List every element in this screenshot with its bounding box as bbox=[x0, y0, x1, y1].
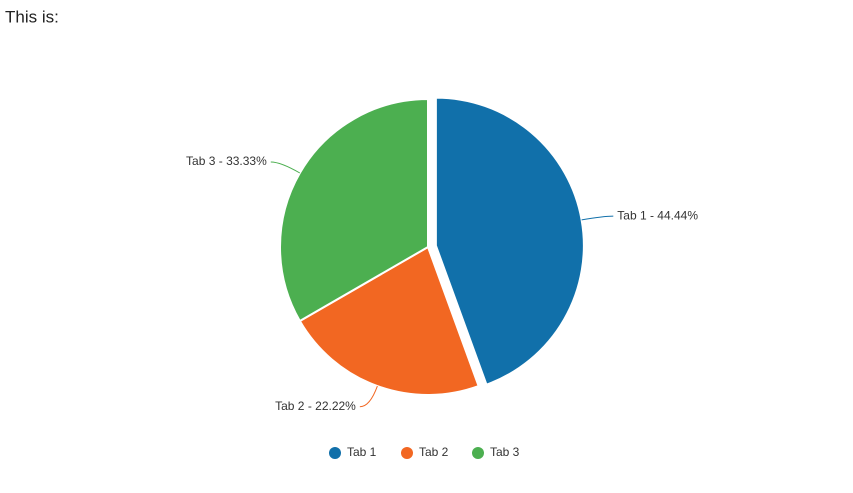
legend-marker[interactable] bbox=[472, 447, 484, 459]
legend-label[interactable]: Tab 2 bbox=[419, 445, 449, 459]
legend-label[interactable]: Tab 1 bbox=[347, 445, 377, 459]
leader-line bbox=[581, 215, 614, 221]
leader-line bbox=[270, 161, 301, 174]
legend-marker[interactable] bbox=[329, 447, 341, 459]
legend-marker[interactable] bbox=[401, 447, 413, 459]
pie-slice bbox=[279, 97, 429, 323]
chart-title: This is: bbox=[5, 7, 59, 26]
pie-slice bbox=[434, 96, 585, 386]
data-label: Tab 2 - 22.22% bbox=[275, 399, 356, 413]
leader-line bbox=[359, 385, 378, 408]
pie-slice bbox=[298, 245, 480, 396]
data-label: Tab 3 - 33.33% bbox=[186, 154, 267, 168]
data-label: Tab 1 - 44.44% bbox=[617, 208, 698, 222]
legend-label[interactable]: Tab 3 bbox=[490, 445, 520, 459]
